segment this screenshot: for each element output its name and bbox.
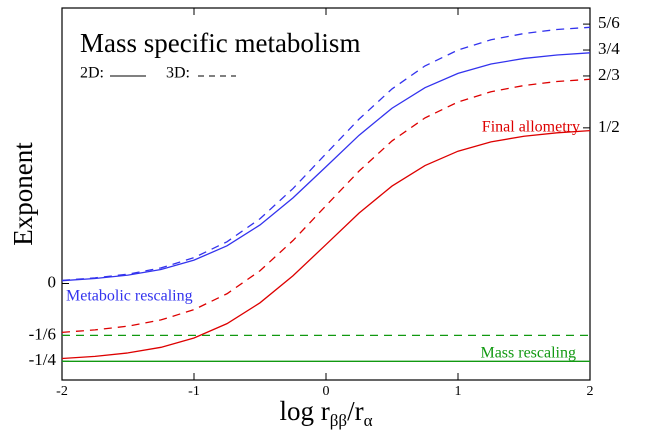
x-label-sub: ββ — [330, 411, 347, 430]
series-label: Final allometry — [482, 119, 580, 136]
y2-tick-label: 2/3 — [598, 65, 620, 84]
x-tick-label: -2 — [56, 384, 68, 399]
y2-tick-label: 1/2 — [598, 117, 620, 136]
x-tick-label: -1 — [188, 384, 200, 399]
series-line — [61, 52, 591, 282]
series-line — [61, 78, 591, 334]
x-tick-label: 2 — [587, 384, 594, 399]
y2-tick-label: 3/4 — [598, 39, 620, 58]
series-line — [61, 130, 591, 360]
x-tick-label: 0 — [323, 384, 330, 399]
series-line — [61, 26, 591, 282]
y-axis-label: Exponent — [8, 142, 38, 246]
chart-title: Mass specific metabolism — [80, 28, 360, 58]
series-label: Metabolic rescaling — [66, 288, 193, 305]
legend-solid-label: 2D: — [80, 65, 104, 82]
y-tick-label: -1/4 — [29, 350, 57, 369]
y2-tick-label: 5/6 — [598, 13, 620, 32]
series-label: Mass rescaling — [480, 345, 576, 362]
plot-frame — [61, 7, 591, 381]
x-tick-label: 1 — [455, 384, 462, 399]
x-label-mid: /r — [347, 396, 364, 426]
y-tick-label: -1/6 — [29, 324, 56, 343]
legend-dashed-label: 3D: — [166, 65, 190, 82]
y-tick-label: 0 — [48, 272, 57, 291]
x-label-sub: α — [364, 411, 373, 430]
x-axis-label: log rββ/rα — [280, 396, 373, 430]
x-label-main: log r — [280, 396, 330, 426]
